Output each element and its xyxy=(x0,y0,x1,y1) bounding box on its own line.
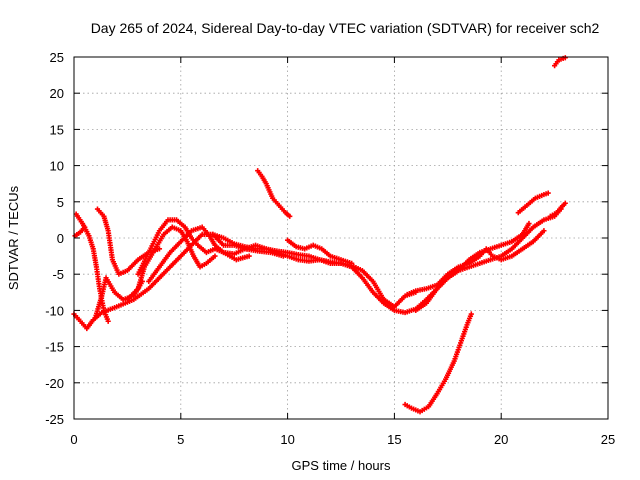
series-trace-12 xyxy=(255,168,293,219)
chart-title: Day 265 of 2024, Sidereal Day-to-day VTE… xyxy=(91,20,600,36)
data-point xyxy=(468,311,474,317)
grid xyxy=(74,57,608,419)
y-tick-label: -20 xyxy=(45,376,64,391)
series-trace-18 xyxy=(552,55,568,69)
y-tick-label: -25 xyxy=(45,412,64,427)
series-trace-6 xyxy=(124,224,218,303)
data-point xyxy=(246,253,252,259)
series-trace-11 xyxy=(285,237,355,266)
y-tick-label: 20 xyxy=(50,86,64,101)
y-tick-label: 10 xyxy=(50,159,64,174)
x-tick-label: 15 xyxy=(387,432,401,447)
y-axis-label: SDTVAR / TECUs xyxy=(6,185,21,290)
x-axis-label: GPS time / hours xyxy=(292,458,391,473)
y-tick-label: 0 xyxy=(57,231,64,246)
y-tick-label: 25 xyxy=(50,50,64,65)
data-point xyxy=(562,200,568,206)
data-points xyxy=(71,55,568,415)
data-point xyxy=(287,213,293,219)
series-trace-14 xyxy=(413,220,532,313)
x-tick-label: 25 xyxy=(601,432,615,447)
series-trace-15 xyxy=(402,311,474,415)
y-tick-label: -10 xyxy=(45,303,64,318)
data-point xyxy=(212,253,218,259)
y-tick-label: 5 xyxy=(57,195,64,210)
x-tick-label: 10 xyxy=(280,432,294,447)
data-point xyxy=(526,220,532,227)
data-point xyxy=(541,228,547,234)
x-tick-label: 0 xyxy=(70,432,77,447)
series-trace-10 xyxy=(210,231,419,310)
y-tick-label: 15 xyxy=(50,122,64,137)
axis-ticks: 0 5 10 15 20 25 -25 -20 -15 -10 -5 0 5 10 15 20 25 xyxy=(45,50,615,447)
x-tick-label: 20 xyxy=(494,432,508,447)
data-point xyxy=(562,55,568,61)
y-tick-label: -5 xyxy=(52,267,64,282)
series-trace-16 xyxy=(515,190,551,216)
series-trace-17 xyxy=(547,200,568,219)
data-point xyxy=(105,318,111,324)
y-tick-label: -15 xyxy=(45,340,64,355)
x-tick-label: 5 xyxy=(177,432,184,447)
data-point xyxy=(545,190,551,196)
data-point xyxy=(349,260,355,266)
series-trace-4 xyxy=(92,275,145,321)
